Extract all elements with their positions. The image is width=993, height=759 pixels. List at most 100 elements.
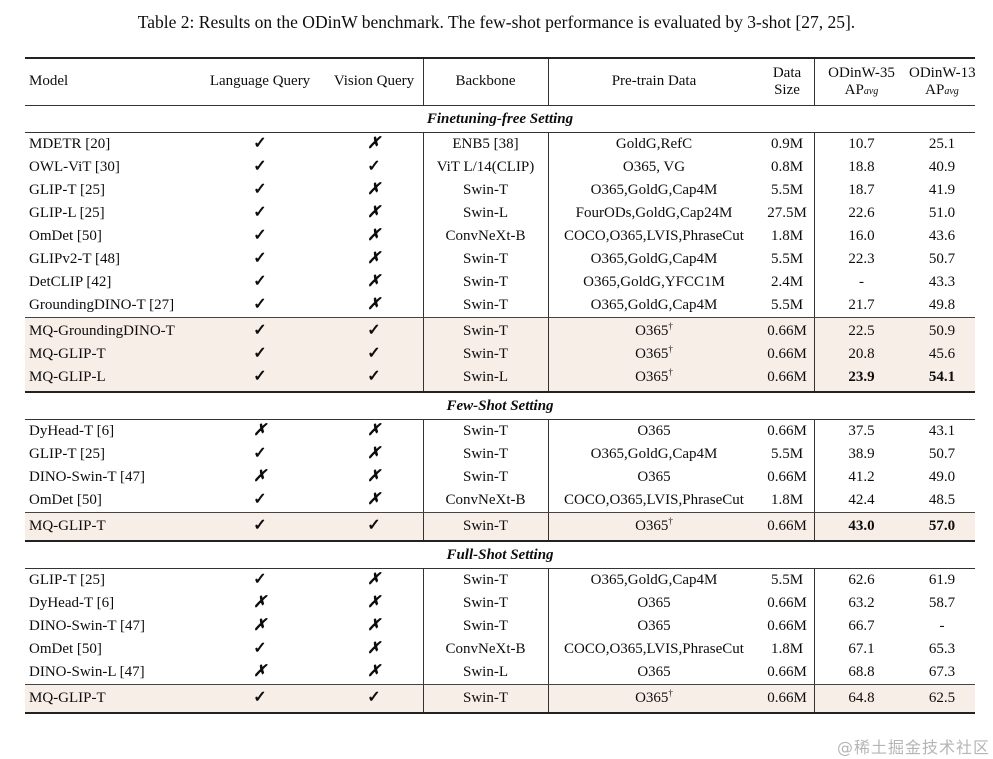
cell-backbone: Swin-T bbox=[463, 250, 508, 267]
cell-pretrain-data: FourODs,GoldG,Cap24M bbox=[575, 204, 733, 221]
cell-odinw13-ap: 65.3 bbox=[928, 640, 956, 657]
section-finetuning-free-setting: Finetuning-free Setting MDETR [20] ✓ ✗ ENB5 … bbox=[25, 106, 975, 393]
cell-language-query-check-icon: ✓ bbox=[253, 571, 267, 589]
cell-language-query-check-icon: ✓ bbox=[253, 204, 267, 222]
cell-backbone: Swin-T bbox=[463, 345, 508, 362]
cell-odinw13-ap: 41.9 bbox=[928, 181, 956, 198]
cell-data-size: 0.66M bbox=[767, 468, 807, 485]
cell-odinw35-ap: 43.0 bbox=[848, 517, 875, 534]
cell-data-size: 1.8M bbox=[770, 640, 804, 657]
column-divider bbox=[423, 569, 424, 684]
section-label: Few-Shot Setting bbox=[25, 393, 975, 420]
cell-language-query-cross-icon: ✗ bbox=[253, 468, 267, 486]
cell-vision-query-cross-icon: ✗ bbox=[367, 491, 381, 509]
cell-odinw35-ap: 67.1 bbox=[848, 640, 875, 657]
cell-language-query-check-icon: ✓ bbox=[253, 158, 267, 176]
cell-odinw35-ap: 62.6 bbox=[848, 571, 875, 588]
results-table-body: Finetuning-free Setting MDETR [20] ✓ ✗ ENB5 … bbox=[25, 106, 975, 714]
cell-backbone: Swin-T bbox=[463, 273, 508, 290]
cell-language-query-check-icon: ✓ bbox=[253, 181, 267, 199]
cell-data-size: 0.66M bbox=[767, 617, 807, 634]
table-row: DINO-Swin-T [47] ✗ ✗ Swin-T O365 0.66M 41.2 49.… bbox=[25, 466, 975, 489]
cell-pretrain-data: O365† bbox=[635, 515, 673, 534]
cell-pretrain-data: O365,GoldG,Cap4M bbox=[590, 250, 718, 267]
cell-language-query-check-icon: ✓ bbox=[253, 491, 267, 509]
cell-data-size: 0.66M bbox=[767, 517, 807, 534]
cell-odinw13-ap: - bbox=[939, 617, 945, 634]
cell-pretrain-data: O365 bbox=[637, 422, 671, 439]
cell-language-query-check-icon: ✓ bbox=[253, 296, 267, 314]
cell-vision-query-cross-icon: ✗ bbox=[367, 663, 381, 681]
column-divider bbox=[814, 569, 815, 684]
cell-data-size: 1.8M bbox=[770, 491, 804, 508]
table-row: MQ-GLIP-T ✓ ✓ Swin-T O365† 0.66M 20.8 45.6 bbox=[25, 343, 975, 366]
table-row: DINO-Swin-T [47] ✗ ✗ Swin-T O365 0.66M 66.7 - bbox=[25, 615, 975, 638]
cell-language-query-cross-icon: ✗ bbox=[253, 422, 267, 440]
column-divider bbox=[548, 318, 549, 391]
cell-pretrain-data: COCO,O365,LVIS,PhraseCut bbox=[564, 640, 744, 657]
cell-vision-query-cross-icon: ✗ bbox=[367, 273, 381, 291]
cell-backbone: Swin-L bbox=[463, 204, 508, 221]
cell-language-query-cross-icon: ✗ bbox=[253, 663, 267, 681]
cell-backbone: Swin-T bbox=[463, 422, 508, 439]
cell-odinw35-ap: 16.0 bbox=[848, 227, 875, 244]
cell-model: DINO-Swin-T [47] bbox=[29, 617, 145, 634]
table-row: GLIP-T [25] ✓ ✗ Swin-T O365,GoldG,Cap4M 5.5M 1… bbox=[25, 179, 975, 202]
cell-backbone: ConvNeXt-B bbox=[445, 227, 526, 244]
cell-model: MQ-GroundingDINO-T bbox=[29, 322, 175, 339]
table-row: MQ-GLIP-L ✓ ✓ Swin-L O365† 0.66M 23.9 54.1 bbox=[25, 366, 975, 389]
column-divider bbox=[423, 133, 424, 317]
cell-language-query-check-icon: ✓ bbox=[253, 689, 267, 707]
table-row: GLIP-T [25] ✓ ✗ Swin-T O365,GoldG,Cap4M 5.5M 6… bbox=[25, 569, 975, 592]
cell-language-query-cross-icon: ✗ bbox=[253, 617, 267, 635]
table-row: OmDet [50] ✓ ✗ ConvNeXt-B COCO,O365,LVIS,Phr… bbox=[25, 489, 975, 512]
cell-odinw13-ap: 57.0 bbox=[928, 517, 956, 534]
cell-model: GLIP-T [25] bbox=[29, 445, 105, 462]
cell-backbone: ENB5 [38] bbox=[452, 135, 519, 152]
cell-vision-query-check-icon: ✓ bbox=[367, 158, 381, 176]
row-group: MDETR [20] ✓ ✗ ENB5 [38] GoldG,RefC 0.9M 10.7 2… bbox=[25, 133, 975, 317]
cell-data-size: 2.4M bbox=[770, 273, 804, 290]
table-row: DyHead-T [6] ✗ ✗ Swin-T O365 0.66M 37.5 43.1 bbox=[25, 420, 975, 443]
cell-vision-query-check-icon: ✓ bbox=[367, 322, 381, 340]
cell-model: DINO-Swin-L [47] bbox=[29, 663, 145, 680]
cell-backbone: Swin-T bbox=[463, 445, 508, 462]
cell-pretrain-data: O365, VG bbox=[622, 158, 686, 175]
cell-pretrain-data: O365,GoldG,YFCC1M bbox=[583, 273, 725, 290]
header-backbone: Backbone bbox=[455, 73, 516, 90]
cell-odinw35-ap: 37.5 bbox=[848, 422, 875, 439]
cell-backbone: ViT L/14(CLIP) bbox=[436, 158, 535, 175]
cell-language-query-check-icon: ✓ bbox=[253, 445, 267, 463]
cell-data-size: 5.5M bbox=[770, 181, 804, 198]
results-table: Model Language Query Vision Query Backbo… bbox=[25, 57, 976, 714]
table-caption: Table 2: Results on the ODinW benchmark.… bbox=[137, 12, 856, 32]
column-divider bbox=[548, 59, 549, 105]
column-divider bbox=[814, 685, 815, 712]
table-row: GLIP-L [25] ✓ ✗ Swin-L FourODs,GoldG,Cap24M 2… bbox=[25, 202, 975, 225]
cell-model: DetCLIP [42] bbox=[29, 273, 112, 290]
cell-pretrain-data: O365 bbox=[637, 663, 671, 680]
cell-data-size: 0.8M bbox=[770, 158, 804, 175]
column-divider bbox=[814, 318, 815, 391]
highlighted-row-group: MQ-GLIP-T ✓ ✓ Swin-T O365† 0.66M 64.8 62.5 bbox=[25, 684, 975, 712]
cell-odinw35-ap: 18.7 bbox=[848, 181, 875, 198]
column-divider bbox=[548, 569, 549, 684]
header-model: Model bbox=[29, 73, 69, 90]
cell-model: MQ-GLIP-T bbox=[29, 345, 106, 362]
cell-odinw13-ap: 49.8 bbox=[928, 296, 956, 313]
row-group: DyHead-T [6] ✗ ✗ Swin-T O365 0.66M 37.5 43.1 GLI… bbox=[25, 420, 975, 512]
cell-backbone: Swin-L bbox=[463, 663, 508, 680]
cell-odinw13-ap: 50.9 bbox=[928, 322, 956, 339]
cell-odinw35-ap: 22.5 bbox=[848, 322, 875, 339]
cell-odinw35-ap: 21.7 bbox=[848, 296, 875, 313]
cell-model: OWL-ViT [30] bbox=[29, 158, 120, 175]
cell-backbone: Swin-T bbox=[463, 689, 508, 706]
cell-model: MDETR [20] bbox=[29, 135, 111, 152]
cell-model: MQ-GLIP-L bbox=[29, 368, 106, 385]
row-group: GLIP-T [25] ✓ ✗ Swin-T O365,GoldG,Cap4M 5.5M 6… bbox=[25, 569, 975, 684]
cell-backbone: Swin-T bbox=[463, 617, 508, 634]
cell-model: DyHead-T [6] bbox=[29, 422, 115, 439]
cell-language-query-check-icon: ✓ bbox=[253, 640, 267, 658]
cell-backbone: ConvNeXt-B bbox=[445, 640, 526, 657]
cell-data-size: 0.66M bbox=[767, 368, 807, 385]
